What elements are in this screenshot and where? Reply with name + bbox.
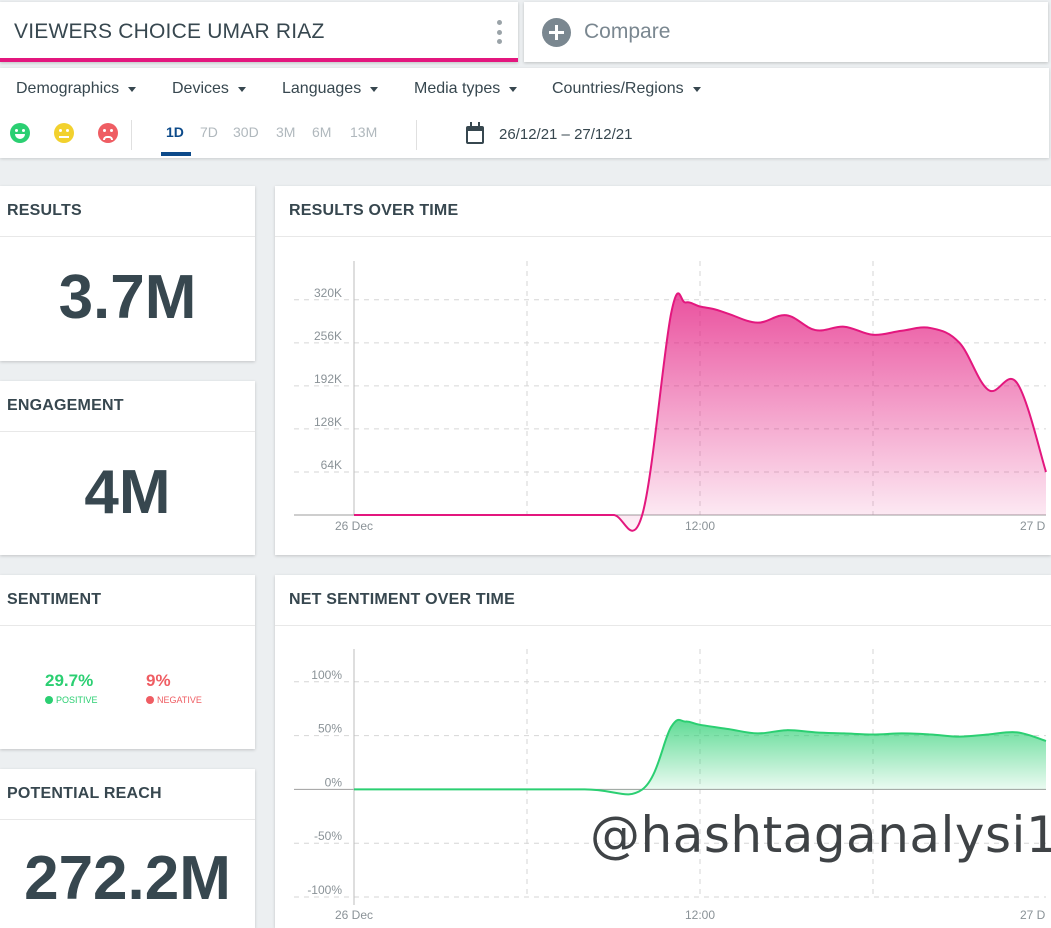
y-tick-label: 100% (311, 668, 342, 682)
x-tick-label: 27 D (1020, 519, 1046, 533)
y-tick-label: 320K (314, 286, 342, 300)
media-types-dropdown[interactable]: Media types (414, 80, 518, 98)
net-sentiment-chart: 100% 50% 0% -50% -100% 26 Dec 12:00 27 D (294, 649, 1047, 922)
active-range-indicator (161, 152, 191, 156)
results-over-time-card: RESULTS OVER TIME 64K 128K 192K 256K 320K 26 … (275, 186, 1051, 555)
filter-bar: Demographics Devices Languages Media typ… (0, 68, 1049, 158)
add-circle-icon (542, 18, 571, 47)
positive-face-icon (45, 696, 53, 704)
positive-label: POSITIVE (56, 695, 98, 705)
caret-down-icon (237, 86, 246, 92)
positive-sentiment-icon[interactable] (10, 123, 30, 143)
range-30d[interactable]: 30D (233, 124, 259, 140)
net-sentiment-over-time-card: NET SENTIMENT OVER TIME 100% 50% 0% -50% -10… (275, 575, 1051, 928)
y-tick-label: -100% (307, 883, 342, 897)
x-tick-label: 12:00 (685, 519, 715, 533)
query-tab[interactable]: VIEWERS CHOICE UMAR RIAZ (0, 2, 518, 62)
card-title: RESULTS (7, 202, 82, 219)
divider (416, 120, 417, 150)
results-value: 3.7M (58, 263, 197, 332)
negative-sentiment: 9% NEGATIVE (146, 671, 202, 705)
series-line (353, 718, 1047, 796)
y-tick-label: 128K (314, 415, 342, 429)
dropdown-label: Demographics (16, 80, 120, 97)
x-tick-label: 12:00 (685, 908, 715, 922)
countries-regions-dropdown[interactable]: Countries/Regions (552, 80, 701, 98)
caret-down-icon (692, 86, 701, 92)
compare-label: Compare (584, 20, 671, 43)
caret-down-icon (509, 86, 518, 92)
compare-button[interactable]: Compare (524, 2, 1048, 62)
series-line (354, 292, 1047, 532)
caret-down-icon (128, 86, 137, 92)
divider (0, 431, 255, 432)
neutral-sentiment-icon[interactable] (54, 123, 74, 143)
divider (0, 625, 255, 626)
query-title: VIEWERS CHOICE UMAR RIAZ (14, 20, 325, 43)
card-title: RESULTS OVER TIME (289, 202, 459, 219)
potential-reach-card: POTENTIAL REACH 272.2M (0, 769, 255, 928)
watermark: @hashtaganalysi1 (590, 806, 1051, 864)
x-tick-label: 26 Dec (335, 519, 373, 533)
dropdown-label: Devices (172, 80, 229, 97)
dropdown-label: Countries/Regions (552, 80, 684, 97)
y-tick-label: 192K (314, 372, 342, 386)
negative-value: 9% (146, 671, 171, 690)
range-3m[interactable]: 3M (276, 124, 296, 140)
card-title: NET SENTIMENT OVER TIME (289, 591, 515, 608)
series-area (354, 719, 1046, 795)
results-chart: 64K 128K 192K 256K 320K 26 Dec 12:00 27 D (294, 261, 1047, 533)
range-1d[interactable]: 1D (166, 124, 184, 140)
range-6m[interactable]: 6M (312, 124, 332, 140)
y-tick-label: 256K (314, 329, 342, 343)
card-title: SENTIMENT (7, 591, 102, 608)
y-tick-label: 64K (321, 458, 342, 472)
sentiment-card: SENTIMENT 29.7% POSITIVE 9% NEGATIVE (0, 575, 255, 749)
date-range[interactable]: 26/12/21 – 27/12/21 (499, 126, 633, 143)
range-13m[interactable]: 13M (350, 124, 378, 140)
caret-down-icon (370, 86, 379, 92)
divider (275, 625, 1051, 626)
demographics-dropdown[interactable]: Demographics (16, 80, 137, 98)
reach-value: 272.2M (24, 844, 231, 913)
x-tick-label: 26 Dec (335, 908, 373, 922)
y-tick-label: 0% (325, 775, 343, 789)
divider (0, 236, 255, 237)
card-title: ENGAGEMENT (7, 397, 124, 414)
more-vert-icon[interactable] (496, 20, 502, 44)
calendar-icon[interactable] (466, 122, 484, 144)
card-title: POTENTIAL REACH (7, 785, 162, 802)
engagement-card: ENGAGEMENT 4M (0, 381, 255, 555)
results-card: RESULTS 3.7M (0, 186, 255, 361)
negative-sentiment-icon[interactable] (98, 123, 118, 143)
positive-sentiment: 29.7% POSITIVE (45, 671, 98, 705)
divider (275, 236, 1051, 237)
positive-value: 29.7% (45, 671, 94, 690)
dropdown-label: Media types (414, 80, 501, 97)
divider (131, 120, 132, 150)
negative-label: NEGATIVE (157, 695, 202, 705)
series-area (354, 293, 1046, 531)
y-tick-label: 50% (318, 722, 342, 736)
languages-dropdown[interactable]: Languages (282, 80, 379, 98)
x-tick-label: 27 D (1020, 908, 1046, 922)
devices-dropdown[interactable]: Devices (172, 80, 246, 98)
top-bar: VIEWERS CHOICE UMAR RIAZ Compare (0, 0, 1051, 66)
engagement-value: 4M (84, 458, 171, 527)
dropdown-label: Languages (282, 80, 362, 97)
y-tick-label: -50% (314, 829, 342, 843)
range-7d[interactable]: 7D (200, 124, 218, 140)
negative-face-icon (146, 696, 154, 704)
divider (0, 819, 255, 820)
